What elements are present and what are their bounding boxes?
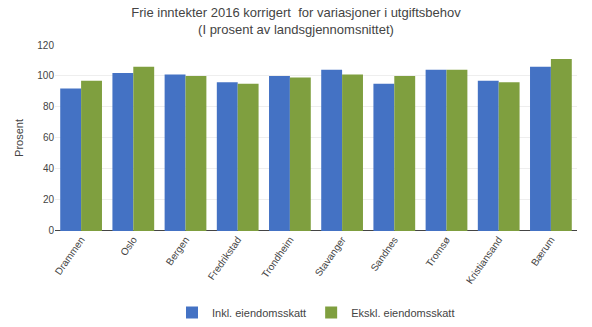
svg-text:Drammen: Drammen (53, 235, 87, 277)
svg-text:Frie inntekter 2016 korrigert: Frie inntekter 2016 korrigert for varias… (131, 5, 461, 37)
svg-text:Prosent: Prosent (13, 119, 25, 157)
svg-text:100: 100 (37, 70, 54, 81)
svg-text:Bergen: Bergen (164, 235, 192, 268)
svg-text:20: 20 (43, 194, 55, 205)
svg-text:Fredrikstad: Fredrikstad (206, 235, 244, 282)
svg-text:Trondheim: Trondheim (259, 235, 295, 280)
svg-text:Sandnes: Sandnes (368, 235, 400, 274)
svg-text:60: 60 (43, 132, 55, 143)
svg-text:Stavanger: Stavanger (313, 234, 349, 278)
svg-text:Inkl. eiendomsskatt: Inkl. eiendomsskatt (212, 307, 306, 319)
svg-text:Tromsø: Tromsø (424, 235, 453, 269)
svg-text:Ekskl. eiendomsskatt: Ekskl. eiendomsskatt (351, 307, 454, 319)
svg-text:80: 80 (43, 101, 55, 112)
svg-text:Kristiansand: Kristiansand (464, 235, 505, 286)
svg-text:40: 40 (43, 163, 55, 174)
svg-text:Oslo: Oslo (118, 234, 139, 258)
svg-text:0: 0 (48, 225, 54, 236)
svg-text:120: 120 (37, 40, 54, 51)
svg-text:Bærum: Bærum (529, 235, 557, 268)
